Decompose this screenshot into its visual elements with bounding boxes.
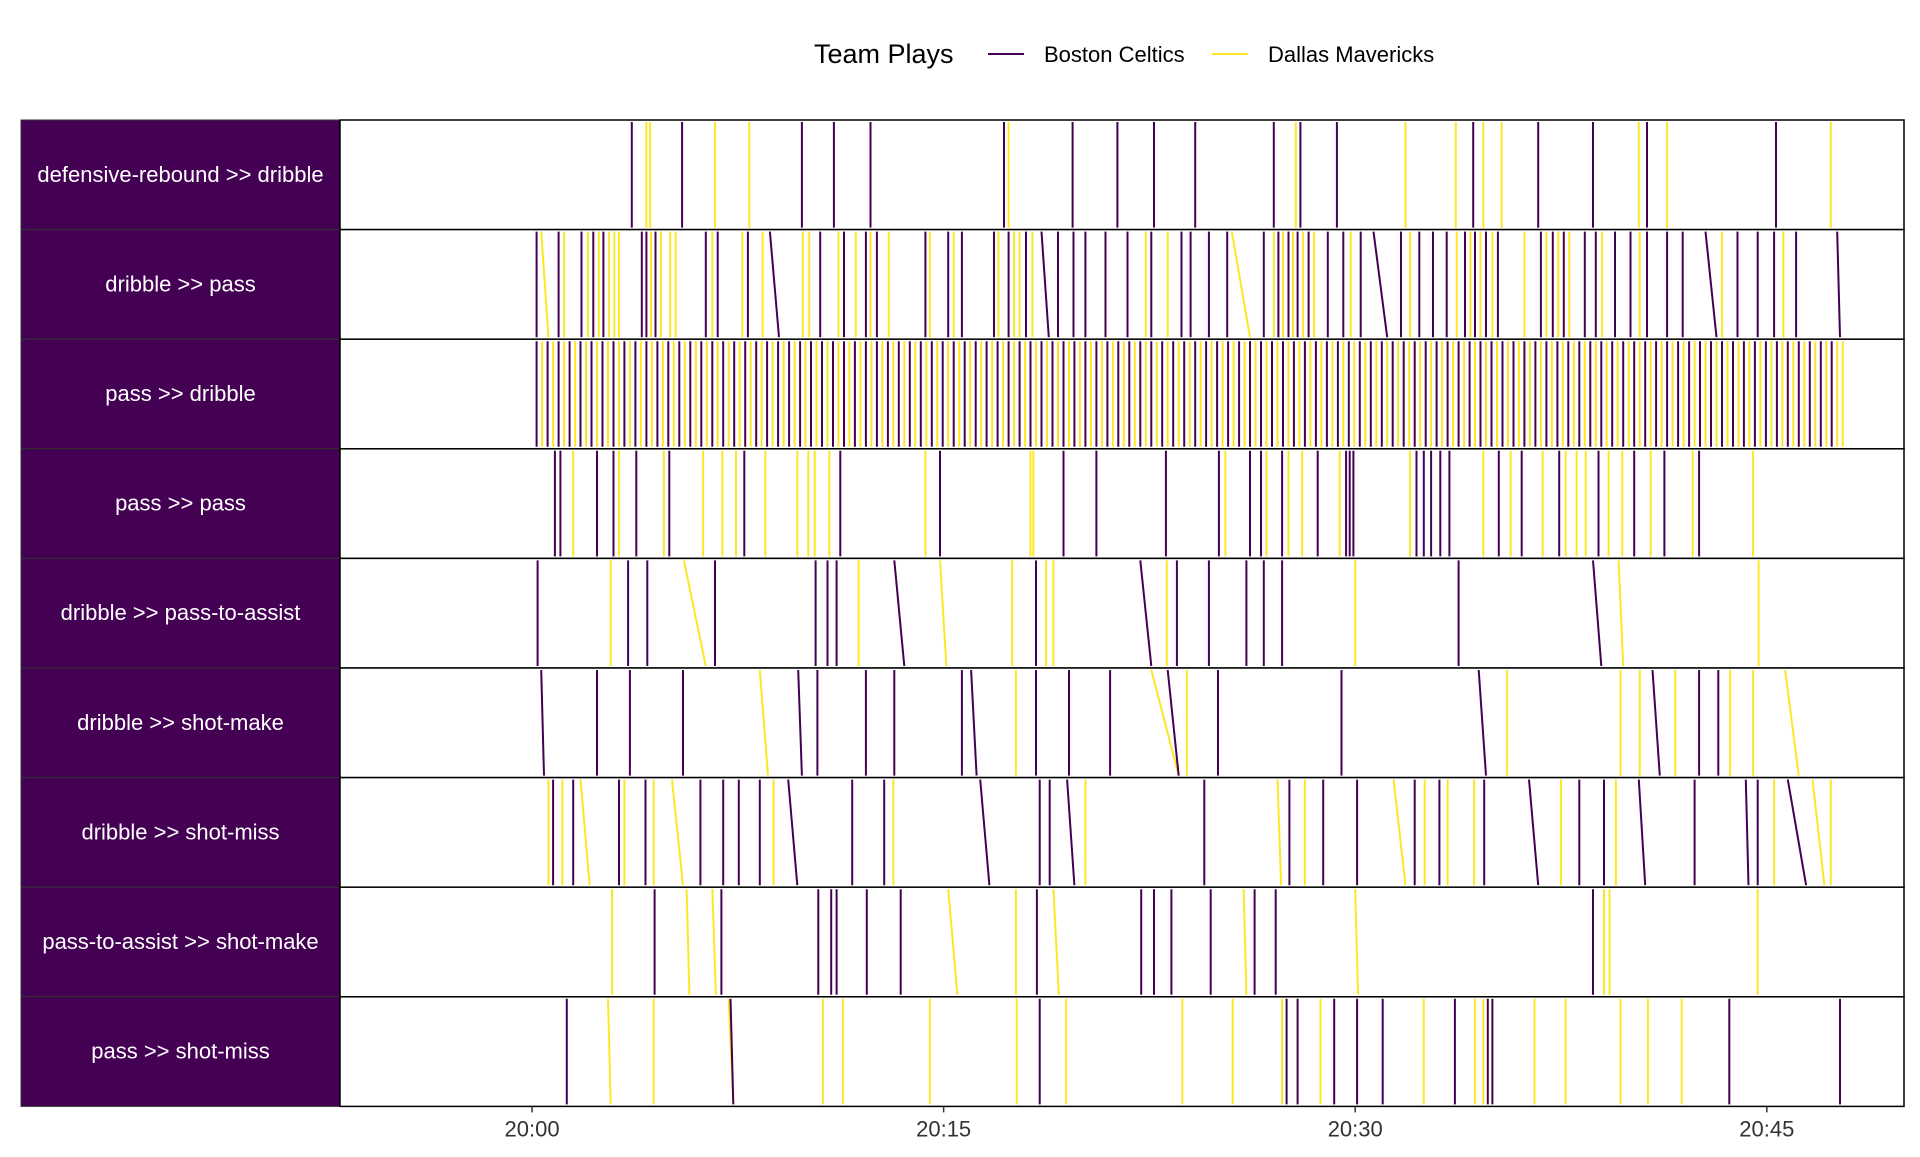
panel-border (339, 886, 1905, 998)
facet-strip-dribble-shot-miss (20, 777, 341, 888)
legend: Team Plays Boston Celtics Dallas Maveric… (814, 39, 1434, 69)
panel-defensive-rebound-dribble (339, 119, 1905, 231)
facet-strip-pass-shot-miss (20, 996, 341, 1107)
event-mark-boston (1477, 669, 1487, 776)
facet-strip-dribble-pass (20, 229, 341, 340)
facet-label-pass-shot-miss: pass >> shot-miss (91, 1039, 270, 1064)
event-mark-dallas (1150, 669, 1180, 776)
event-mark-boston (1704, 231, 1718, 338)
panel-border (339, 996, 1905, 1108)
x-tick-label: 20:45 (1739, 1116, 1794, 1141)
legend-title: Team Plays (814, 39, 954, 69)
event-mark-boston (787, 779, 799, 886)
event-mark-boston (1372, 231, 1389, 338)
event-mark-boston (1744, 779, 1750, 886)
event-mark-boston (1637, 779, 1647, 886)
panel-border (339, 667, 1905, 779)
event-mark-boston (1528, 779, 1540, 886)
legend-label-dallas: Dallas Mavericks (1268, 42, 1434, 67)
event-mark-boston (893, 560, 906, 667)
panel-border (339, 119, 1905, 231)
event-mark-dallas (1392, 779, 1407, 886)
event-mark-boston (1651, 669, 1661, 776)
panels (339, 119, 1905, 1108)
event-mark-boston (768, 231, 780, 338)
facet-strip-dribble-shot-make (20, 667, 341, 779)
event-mark-boston (1166, 669, 1180, 776)
event-mark-dallas (758, 669, 769, 776)
panel-pass-to-assist-shot-make (339, 886, 1905, 998)
event-mark-boston (540, 669, 545, 776)
event-mark-dallas (671, 779, 684, 886)
panel-border (339, 338, 1905, 450)
panel-border (339, 557, 1905, 669)
panel-dribble-pass (339, 228, 1905, 340)
panel-dribble-shot-miss (339, 776, 1905, 888)
event-mark-boston (1836, 231, 1841, 338)
x-tick-label: 20:30 (1328, 1116, 1383, 1141)
event-mark-boston (1040, 231, 1050, 338)
event-mark-dallas (685, 889, 691, 995)
panel-border (339, 228, 1905, 340)
x-tick-label: 20:00 (505, 1116, 560, 1141)
event-mark-dallas (1811, 779, 1826, 886)
facet-label-pass-dribble: pass >> dribble (105, 381, 255, 406)
event-mark-dallas (607, 998, 612, 1105)
event-mark-dallas (1354, 889, 1359, 995)
x-axis: 20:00 20:15 20:30 20:45 (505, 1106, 1794, 1141)
facet-label-dribble-shot-make: dribble >> shot-make (77, 710, 284, 735)
panel-pass-shot-miss (339, 996, 1905, 1108)
panel-pass-dribble (339, 338, 1905, 450)
facet-label-dribble-pass-to-assist: dribble >> pass-to-assist (61, 600, 301, 625)
facet-label-pass-to-assist-shot-make: pass-to-assist >> shot-make (42, 929, 318, 954)
event-mark-dallas (1276, 779, 1283, 886)
event-mark-boston (1139, 560, 1153, 667)
event-mark-dallas (540, 231, 550, 338)
event-mark-boston (1786, 779, 1808, 886)
event-mark-boston (1066, 779, 1076, 886)
legend-label-boston: Boston Celtics (1044, 42, 1185, 67)
panel-border (339, 448, 1905, 560)
event-mark-dallas (1230, 231, 1251, 338)
facet-strips: defensive-rebound >> dribble dribble >> p… (20, 119, 341, 1107)
event-mark-dallas (711, 889, 717, 995)
facet-strip-defensive-rebound-dribble (20, 119, 341, 231)
event-mark-boston (1592, 560, 1603, 667)
x-tick-label: 20:15 (916, 1116, 971, 1141)
event-mark-boston (979, 779, 991, 886)
facet-strip-pass-pass (20, 448, 341, 559)
event-mark-dallas (579, 779, 591, 886)
panel-pass-pass (339, 448, 1905, 560)
event-mark-dallas (682, 560, 707, 667)
event-mark-boston (797, 669, 803, 776)
event-mark-dallas (1242, 889, 1248, 995)
panel-dribble-pass-to-assist (339, 557, 1905, 669)
facet-strip-pass-to-assist-shot-make (20, 886, 341, 998)
facet-label-dribble-shot-miss: dribble >> shot-miss (81, 819, 279, 844)
panel-border (339, 776, 1905, 888)
facet-label-defensive-rebound-dribble: defensive-rebound >> dribble (37, 162, 323, 187)
facet-label-dribble-pass: dribble >> pass (105, 271, 255, 296)
event-mark-dallas (947, 889, 959, 995)
facet-strip-pass-dribble (20, 338, 341, 450)
event-mark-dallas (1617, 560, 1625, 667)
event-mark-boston (970, 669, 978, 776)
event-mark-boston (729, 998, 735, 1105)
event-mark-dallas (1052, 889, 1060, 995)
event-mark-dallas (1784, 669, 1800, 776)
panel-dribble-shot-make (339, 667, 1905, 779)
event-mark-dallas (939, 560, 948, 667)
facet-label-pass-pass: pass >> pass (115, 491, 246, 516)
